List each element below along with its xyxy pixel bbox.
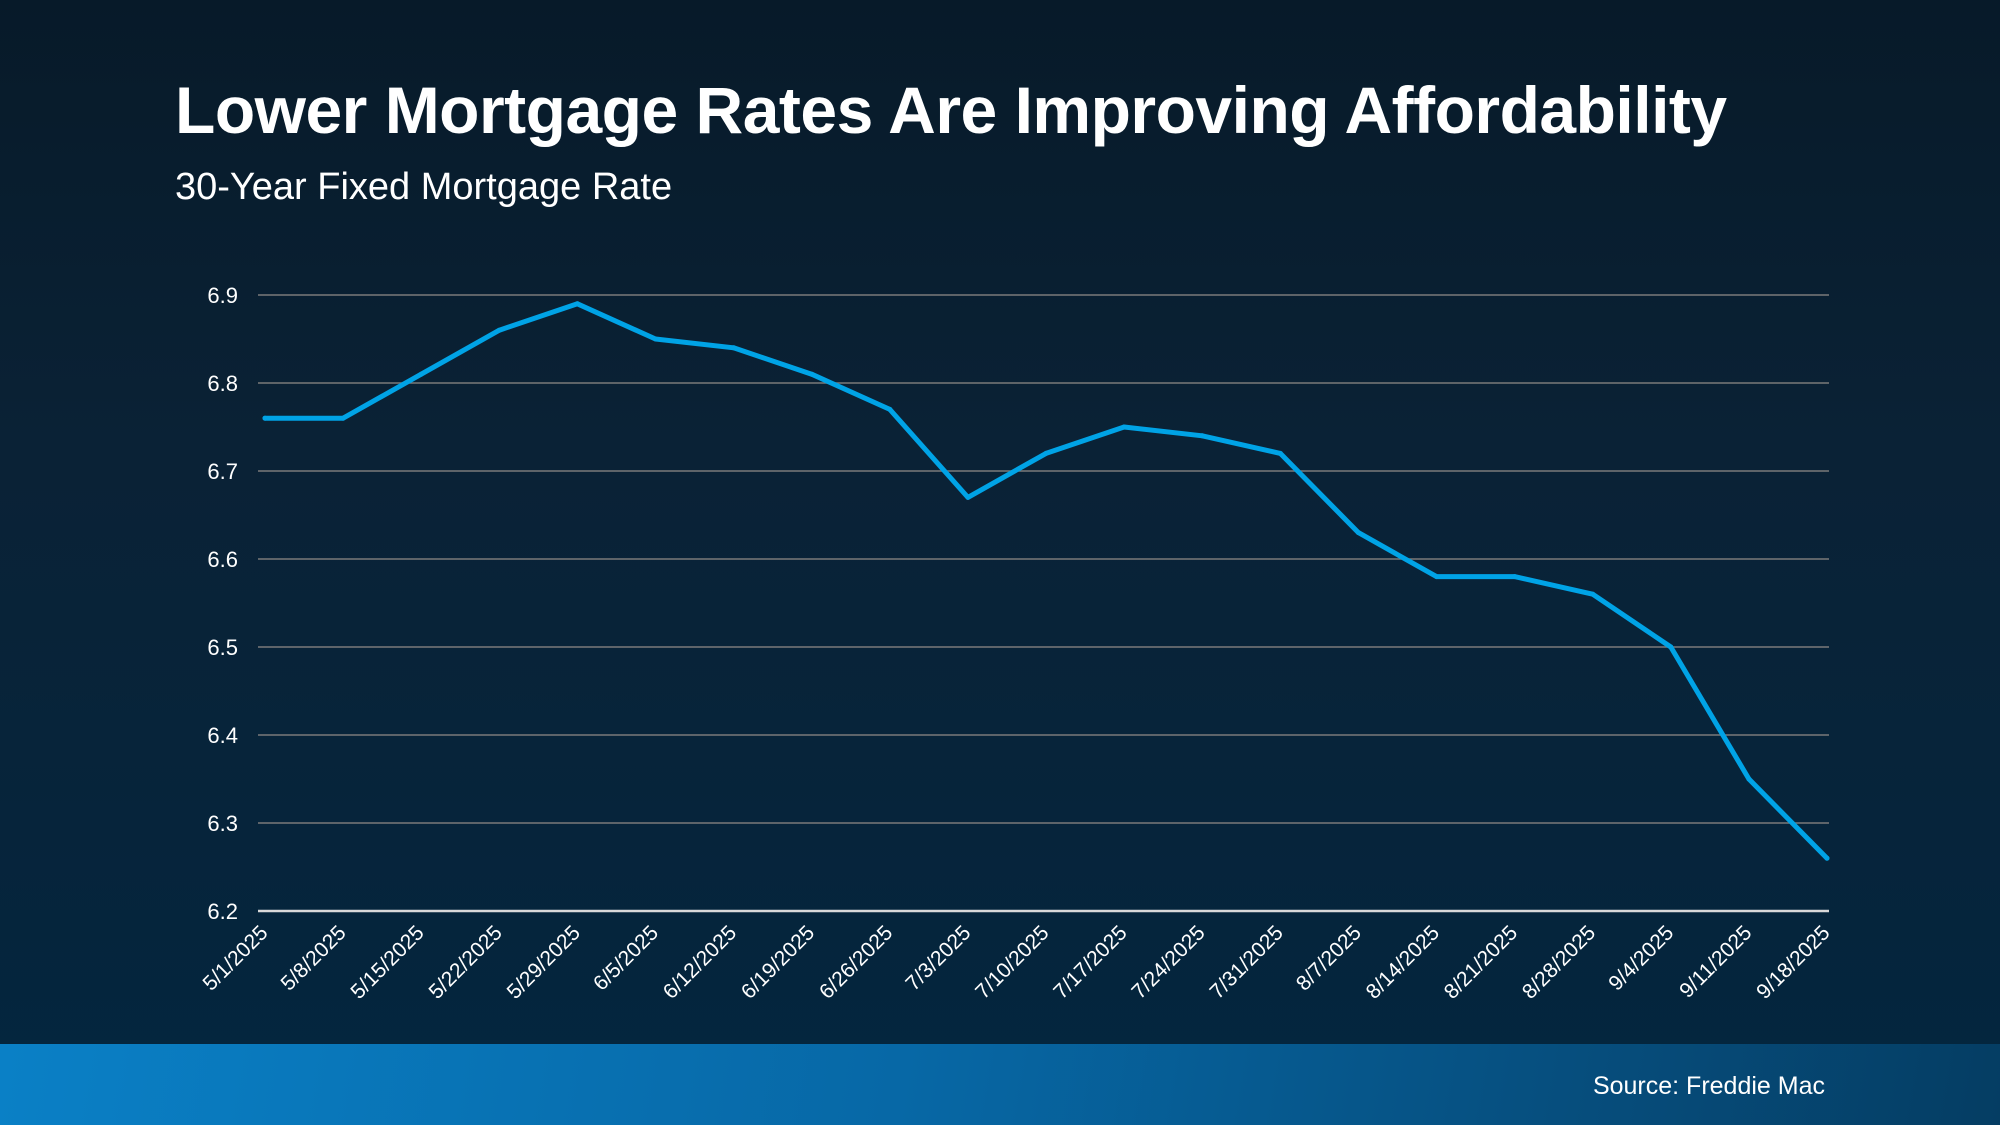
data-point [574,301,580,307]
x-tick-label: 7/31/2025 [1206,921,1288,1003]
data-point [340,415,346,421]
x-tick-label: 7/10/2025 [971,921,1053,1003]
data-point [1824,855,1830,861]
x-tick-label: 6/19/2025 [737,921,819,1003]
series-line [262,301,1830,861]
data-point [887,406,893,412]
data-point [1590,591,1596,597]
data-point [1277,450,1283,456]
data-point [965,494,971,500]
data-point [1121,424,1127,430]
y-tick-label: 6.3 [207,811,238,836]
line-chart: 6.2 6.3 6.4 6.5 6.6 6.7 6.8 6.9 5/1/2025 5/8/2025… [198,283,1834,1003]
x-tick-label: 5/29/2025 [503,921,585,1003]
chart-subtitle: 30-Year Fixed Mortgage Rate [175,166,673,208]
data-point [1199,433,1205,439]
y-tick-label: 6.4 [207,723,238,748]
y-tick-label: 6.8 [207,371,238,396]
y-tick-label: 6.9 [207,283,238,308]
data-point [809,371,815,377]
y-tick-label: 6.7 [207,459,238,484]
x-tick-label: 9/18/2025 [1752,921,1834,1003]
data-point [1355,530,1361,536]
x-tick-label: 7/3/2025 [901,921,975,995]
x-tick-label: 5/15/2025 [346,921,428,1003]
x-tick-label: 6/12/2025 [659,921,741,1003]
x-tick-label: 9/11/2025 [1675,921,1756,1002]
x-tick-label: 8/21/2025 [1440,921,1522,1003]
data-point [262,415,268,421]
y-tick-label: 6.6 [207,547,238,572]
x-tick-label: 9/4/2025 [1604,921,1678,995]
x-tick-label: 8/7/2025 [1292,921,1366,995]
data-point [1043,450,1049,456]
x-tick-label: 5/22/2025 [425,921,507,1003]
data-point [418,371,424,377]
data-point [1746,776,1752,782]
footer-band: Source: Freddie Mac [0,1044,2000,1125]
data-point [653,336,658,342]
x-tick-label: 5/1/2025 [198,921,272,995]
data-point [731,345,737,351]
chart-title: Lower Mortgage Rates Are Improving Affor… [175,73,1727,147]
y-tick-label: 6.2 [207,899,238,924]
x-tick-label: 8/28/2025 [1518,921,1600,1003]
x-tick-label: 7/17/2025 [1049,921,1131,1003]
x-tick-label: 8/14/2025 [1362,921,1444,1003]
data-point [1512,574,1518,580]
source-label: Source: Freddie Mac [1592,1072,1825,1100]
data-point [496,327,502,333]
x-tick-label: 7/24/2025 [1127,921,1209,1003]
x-tick-label: 5/8/2025 [277,921,351,995]
x-tick-label: 6/26/2025 [815,921,897,1003]
y-tick-label: 6.5 [207,635,238,660]
data-point [1668,644,1674,650]
data-point [1434,574,1439,580]
x-tick-label: 6/5/2025 [589,921,663,995]
